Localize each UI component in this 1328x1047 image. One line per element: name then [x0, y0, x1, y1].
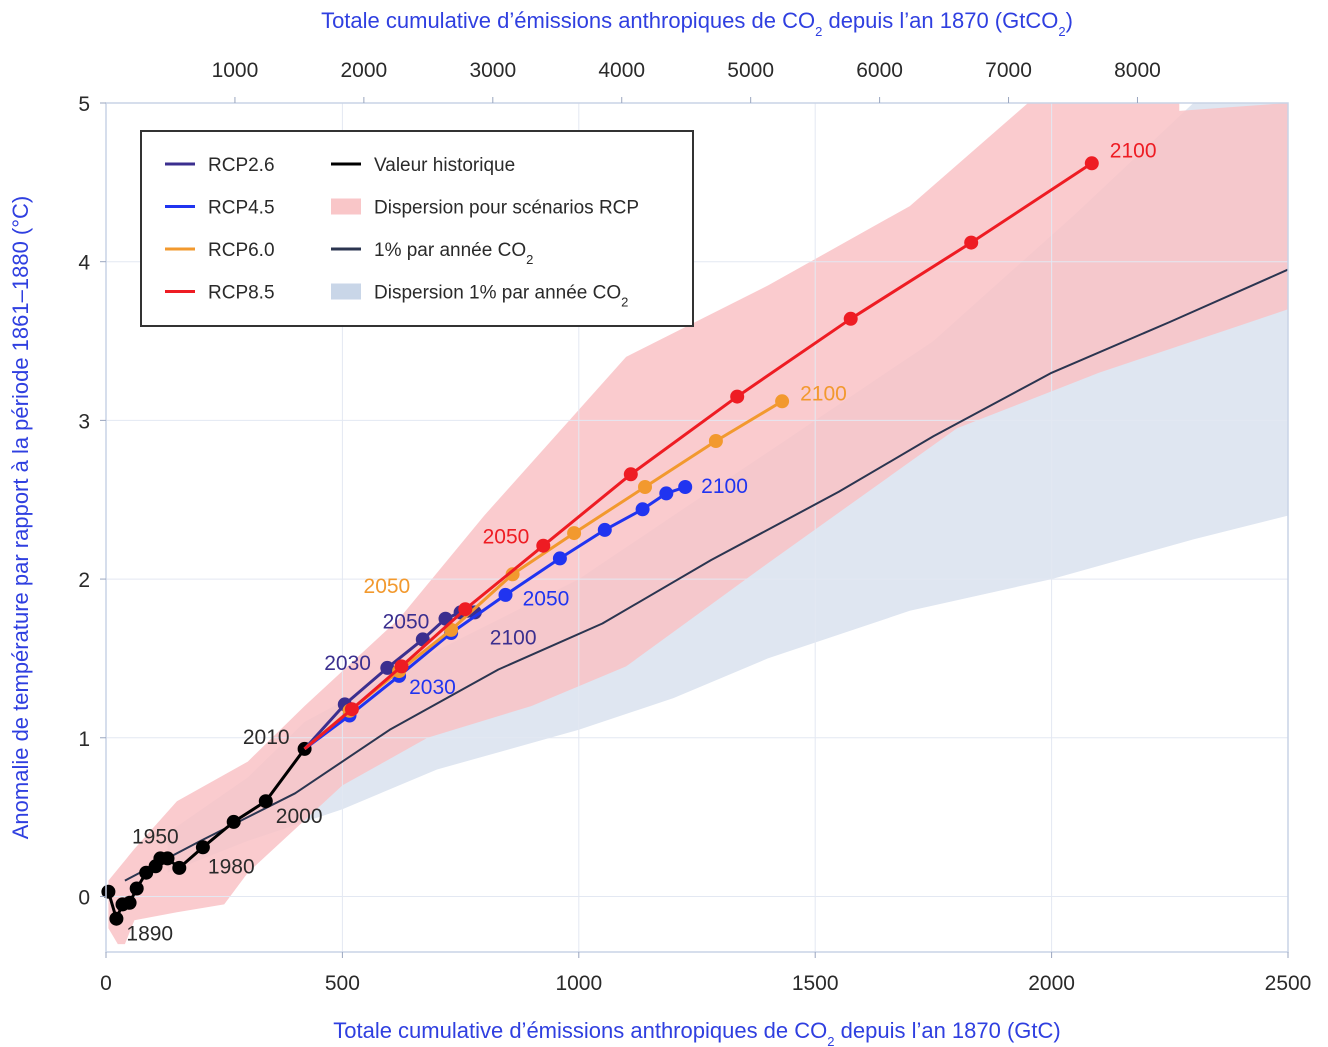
point-rcp4-5-8: [659, 486, 674, 501]
series-line-rcp4-5: [303, 485, 686, 751]
x-tick-label-0: 0: [100, 972, 112, 995]
y-tick-label-1: 1: [78, 728, 90, 751]
point-rcp4-5-9: [678, 480, 693, 494]
legend-label-dispersion-pour-sc-narios-rcp: Dispersion pour scénarios RCP: [374, 198, 639, 219]
year-annotations: 2100 2100 2100 2050 2050 2050 2050 2100 2030 2030…: [126, 139, 1156, 945]
x2-tick-label-2000: 2000: [341, 59, 388, 82]
year-label-2030: 2030: [324, 652, 371, 675]
band-rcp: [108, 103, 1288, 945]
legend-label-rcp6-0: RCP6.0: [208, 240, 275, 261]
x2-tick-label-1000: 1000: [212, 59, 259, 82]
point-valeur-historique-9: [172, 860, 187, 875]
point-rcp4-5-5: [552, 551, 567, 566]
x2-tick-label-3000: 3000: [469, 59, 516, 82]
x-tick-label-1000: 1000: [555, 972, 602, 995]
point-rcp8-5-8: [964, 235, 979, 250]
year-label-2100: 2100: [490, 626, 537, 649]
y-tick-label-3: 3: [78, 410, 90, 433]
x-tick-label-2000: 2000: [1028, 972, 1075, 995]
legend-label-rcp4-5: RCP4.5: [208, 198, 275, 219]
point-rcp6-0-7: [708, 434, 723, 448]
year-label-1980: 1980: [208, 855, 255, 878]
legend-label-1-par-ann-e-co: 1% par année CO2: [374, 240, 533, 267]
point-rcp8-5-5: [623, 467, 638, 482]
legend-swatch-dispersion-pour-sc-narios-rcp: [331, 198, 361, 215]
year-label-2030: 2030: [409, 676, 456, 699]
x-tick-label-500: 500: [325, 972, 360, 995]
point-rcp6-0-5: [567, 526, 582, 541]
point-rcp4-5-4: [498, 587, 513, 602]
legend: RCP2.6 RCP4.5 RCP6.0 RCP8.5 Valeur historiqu…: [140, 130, 694, 327]
x2-tick-label-8000: 8000: [1114, 59, 1161, 82]
y-tick-label-5: 5: [78, 93, 90, 116]
year-label-1890: 1890: [126, 923, 173, 946]
series-line-rcp8-5: [303, 162, 1093, 751]
year-label-2050: 2050: [523, 587, 570, 610]
series-lines: [101, 156, 1289, 926]
plot-frame: [105, 102, 1289, 953]
y-tick-label-4: 4: [78, 252, 90, 275]
point-rcp8-5-2: [394, 659, 409, 674]
x-tick-label-2500: 2500: [1265, 972, 1312, 995]
x2-tick-label-5000: 5000: [727, 59, 774, 82]
year-label-2000: 2000: [276, 805, 323, 828]
year-label-2050: 2050: [483, 526, 530, 549]
year-label-2010: 2010: [243, 726, 290, 749]
x2-axis-title: Totale cumulative d’émissions anthropiqu…: [321, 8, 1073, 39]
year-label-2100: 2100: [800, 382, 847, 405]
axes: 0 500 1000 1500 2000 2500 0 1 2 3 4 5 1000 2000 3000 40…: [8, 8, 1311, 1047]
y-tick-label-0: 0: [78, 886, 90, 909]
point-rcp6-0-6: [638, 480, 652, 494]
point-valeur-historique-0: [101, 884, 116, 899]
point-rcp8-5-9: [1084, 156, 1099, 171]
x2-tick-label-7000: 7000: [985, 59, 1032, 82]
legend-swatch-dispersion-1-par-ann-e-co: [331, 283, 361, 300]
legend-label-valeur-historique: Valeur historique: [374, 155, 515, 176]
point-rcp8-5-1: [344, 702, 359, 717]
point-rcp8-5-6: [730, 389, 745, 404]
legend-label-rcp2-6: RCP2.6: [208, 155, 275, 176]
legend-box: [140, 130, 694, 327]
series-line-1-par-ann-e-co2: [124, 268, 1289, 882]
point-rcp4-5-7: [635, 502, 650, 517]
point-rcp8-5-4: [536, 538, 551, 553]
point-rcp6-0-8: [775, 394, 790, 409]
dispersion-bands: [108, 103, 1288, 945]
year-label-2100: 2100: [701, 475, 748, 498]
legend-label-dispersion-1-par-ann-e-co: Dispersion 1% par année CO2: [374, 283, 628, 310]
point-valeur-historique-1: [109, 911, 124, 926]
point-rcp4-5-6: [597, 522, 612, 537]
year-label-2050: 2050: [364, 575, 411, 598]
point-valeur-historique-12: [258, 794, 273, 809]
x2-tick-label-4000: 4000: [598, 59, 645, 82]
point-valeur-historique-4: [129, 881, 144, 896]
year-label-2050: 2050: [383, 611, 430, 634]
x2-tick-label-6000: 6000: [856, 59, 903, 82]
x-axis-title: Totale cumulative d’émissions anthropiqu…: [333, 1018, 1061, 1047]
x-tick-label-1500: 1500: [792, 972, 839, 995]
point-valeur-historique-10: [195, 840, 210, 855]
point-valeur-historique-3: [122, 895, 137, 910]
y-axis-title: Anomalie de température par rapport à la…: [8, 196, 33, 840]
point-valeur-historique-11: [226, 814, 241, 829]
point-rcp8-5-3: [458, 602, 473, 617]
legend-label-rcp8-5: RCP8.5: [208, 283, 275, 304]
y-tick-label-2: 2: [78, 569, 90, 592]
point-rcp6-0-4: [505, 567, 520, 582]
year-label-1950: 1950: [132, 825, 179, 848]
point-rcp8-5-7: [843, 311, 858, 326]
point-rcp2-6-2: [380, 660, 395, 675]
year-label-2100: 2100: [1110, 139, 1157, 162]
point-valeur-historique-8: [160, 851, 175, 866]
